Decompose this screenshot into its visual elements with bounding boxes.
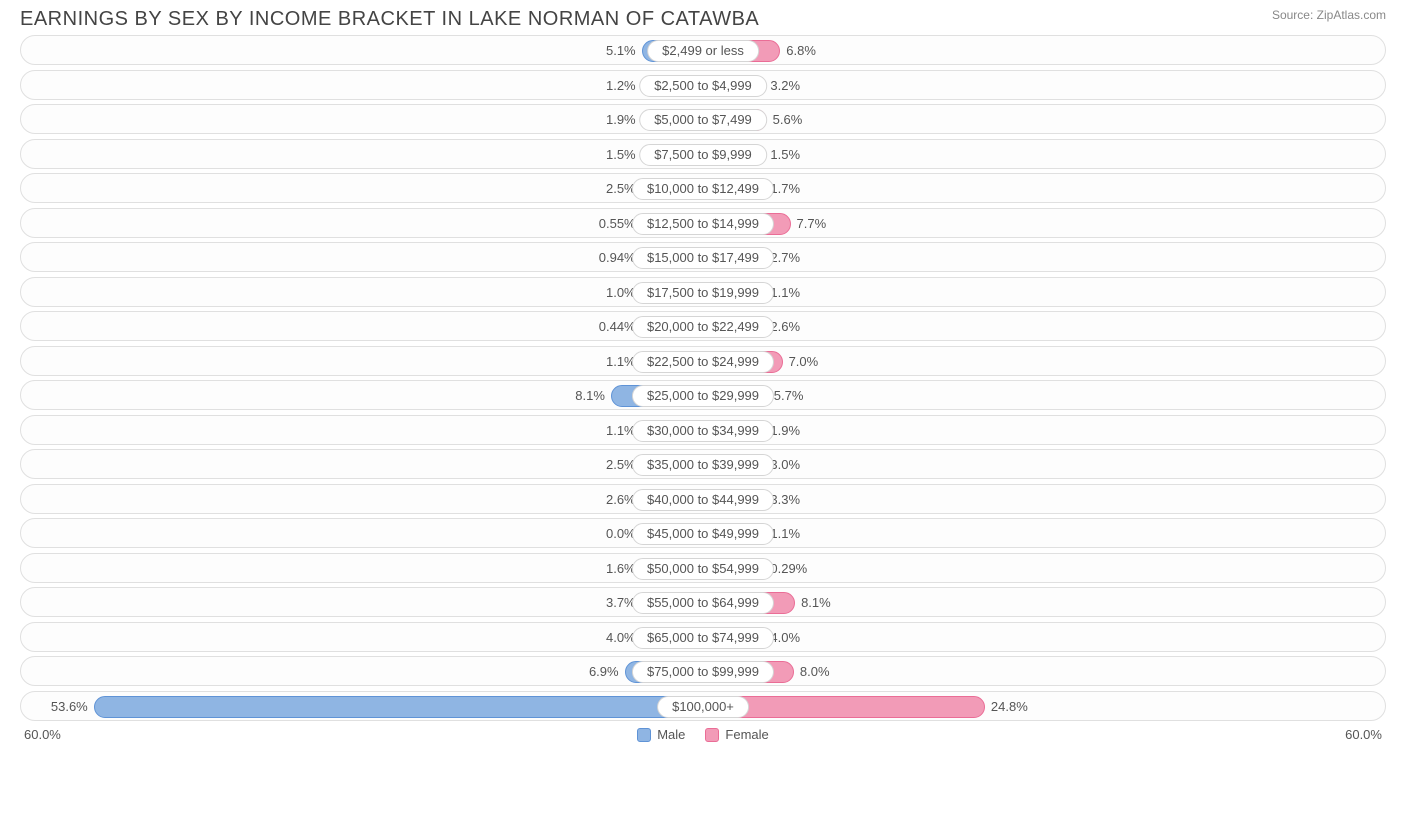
axis-left-label: 60.0% xyxy=(24,727,61,742)
bracket-label: $10,000 to $12,499 xyxy=(632,178,774,200)
bracket-label: $45,000 to $49,999 xyxy=(632,523,774,545)
value-female: 2.7% xyxy=(770,243,800,273)
chart-source: Source: ZipAtlas.com xyxy=(1272,8,1386,22)
chart-row: $7,500 to $9,9991.5% 1.5% xyxy=(20,139,1386,169)
chart-row: $65,000 to $74,9994.0%4.0% xyxy=(20,622,1386,652)
bracket-label: $40,000 to $44,999 xyxy=(632,489,774,511)
bracket-label: $17,500 to $19,999 xyxy=(632,282,774,304)
chart-row: $2,499 or less 5.1% 6.8% xyxy=(20,35,1386,65)
value-female: 1.1% xyxy=(770,278,800,308)
value-male: 0.44% xyxy=(599,312,636,342)
value-male: 1.9% xyxy=(606,105,636,135)
bar-male xyxy=(94,696,703,718)
value-female: 3.0% xyxy=(770,450,800,480)
value-male: 5.1% xyxy=(606,36,636,66)
chart-row: $12,500 to $14,9990.55% 7.7% xyxy=(20,208,1386,238)
value-male: 0.94% xyxy=(599,243,636,273)
chart-row: $35,000 to $39,9992.5%3.0% xyxy=(20,449,1386,479)
bracket-label: $20,000 to $22,499 xyxy=(632,316,774,338)
chart-row: $22,500 to $24,9991.1%7.0% xyxy=(20,346,1386,376)
value-female: 1.7% xyxy=(770,174,800,204)
bracket-label: $15,000 to $17,499 xyxy=(632,247,774,269)
chart-row: $10,000 to $12,4992.5%1.7% xyxy=(20,173,1386,203)
chart-row: $50,000 to $54,9991.6%0.29% xyxy=(20,553,1386,583)
bracket-label: $2,500 to $4,999 xyxy=(639,75,767,97)
bracket-label: $22,500 to $24,999 xyxy=(632,351,774,373)
chart-row: $25,000 to $29,999 8.1% 5.7% xyxy=(20,380,1386,410)
bracket-label: $100,000+ xyxy=(657,696,749,718)
chart-area: $2,499 or less5.1%6.8%$2,500 to $4,9991.… xyxy=(0,35,1406,721)
value-female: 8.1% xyxy=(801,588,831,618)
chart-title: EARNINGS BY SEX BY INCOME BRACKET IN LAK… xyxy=(20,8,759,31)
value-female: 7.0% xyxy=(789,347,819,377)
value-female: 1.9% xyxy=(770,416,800,446)
value-female: 0.29% xyxy=(770,554,807,584)
bracket-label: $75,000 to $99,999 xyxy=(632,661,774,683)
bracket-label: $25,000 to $29,999 xyxy=(632,385,774,407)
value-female: 8.0% xyxy=(800,657,830,687)
value-male: 1.2% xyxy=(606,71,636,101)
legend-label-female: Female xyxy=(725,727,768,742)
value-male: 8.1% xyxy=(575,381,605,411)
value-female: 24.8% xyxy=(991,692,1028,722)
chart-row: $75,000 to $99,999 6.9% 8.0% xyxy=(20,656,1386,686)
bracket-label: $2,499 or less xyxy=(647,40,759,62)
chart-header: EARNINGS BY SEX BY INCOME BRACKET IN LAK… xyxy=(0,0,1406,35)
value-female: 6.8% xyxy=(786,36,816,66)
value-female: 1.5% xyxy=(770,140,800,170)
value-female: 7.7% xyxy=(797,209,827,239)
legend-item-female: Female xyxy=(705,727,768,742)
bracket-label: $65,000 to $74,999 xyxy=(632,627,774,649)
value-female: 5.6% xyxy=(773,105,803,135)
value-male: 1.5% xyxy=(606,140,636,170)
value-female: 3.3% xyxy=(770,485,800,515)
value-female: 1.1% xyxy=(770,519,800,549)
value-male: 53.6% xyxy=(51,692,88,722)
axis-right-label: 60.0% xyxy=(1345,727,1382,742)
chart-row: $15,000 to $17,4990.94% 2.7% xyxy=(20,242,1386,272)
bracket-label: $5,000 to $7,499 xyxy=(639,109,767,131)
legend-item-male: Male xyxy=(637,727,685,742)
value-male: 6.9% xyxy=(589,657,619,687)
legend-label-male: Male xyxy=(657,727,685,742)
value-female: 4.0% xyxy=(770,623,800,653)
bracket-label: $50,000 to $54,999 xyxy=(632,558,774,580)
bracket-label: $12,500 to $14,999 xyxy=(632,213,774,235)
legend-swatch-female xyxy=(705,728,719,742)
chart-row: $5,000 to $7,4991.9% 5.6% xyxy=(20,104,1386,134)
bracket-label: $7,500 to $9,999 xyxy=(639,144,767,166)
chart-row: $45,000 to $49,9990.0%1.1% xyxy=(20,518,1386,548)
bracket-label: $30,000 to $34,999 xyxy=(632,420,774,442)
value-male: 0.55% xyxy=(599,209,636,239)
chart-row: $17,500 to $19,9991.0%1.1% xyxy=(20,277,1386,307)
value-female: 2.6% xyxy=(770,312,800,342)
bracket-label: $35,000 to $39,999 xyxy=(632,454,774,476)
chart-footer: 60.0% Male Female 60.0% xyxy=(0,725,1406,742)
chart-row: $55,000 to $64,9993.7%8.1% xyxy=(20,587,1386,617)
chart-row: $40,000 to $44,9992.6%3.3% xyxy=(20,484,1386,514)
chart-row: $30,000 to $34,9991.1%1.9% xyxy=(20,415,1386,445)
legend: Male Female xyxy=(637,727,769,742)
chart-row: $20,000 to $22,4990.44% 2.6% xyxy=(20,311,1386,341)
value-female: 5.7% xyxy=(774,381,804,411)
value-female: 3.2% xyxy=(770,71,800,101)
chart-row: $100,000+ 53.6% 24.8% xyxy=(20,691,1386,721)
bracket-label: $55,000 to $64,999 xyxy=(632,592,774,614)
chart-row: $2,500 to $4,9991.2% 3.2% xyxy=(20,70,1386,100)
legend-swatch-male xyxy=(637,728,651,742)
